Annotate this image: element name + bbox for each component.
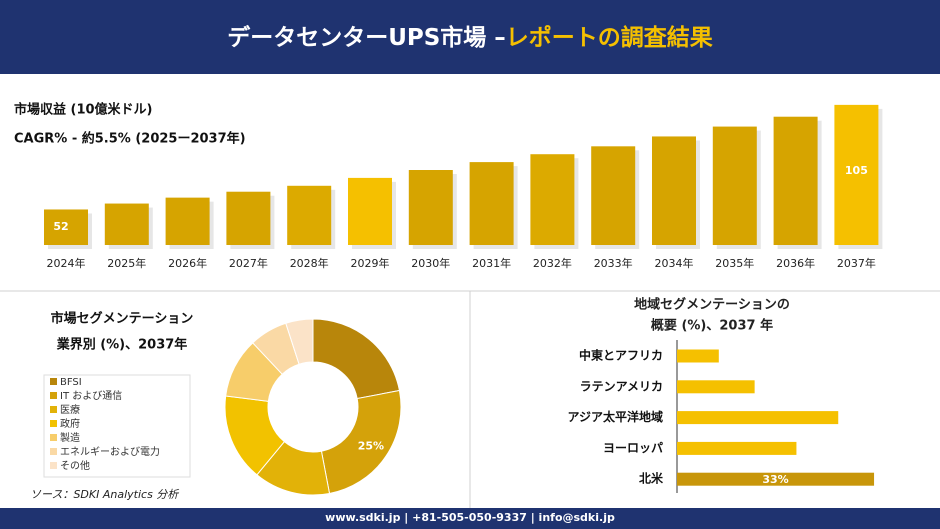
chart-title: 地域セグメンテーションの xyxy=(634,297,790,313)
bar xyxy=(677,441,797,455)
donut-slice xyxy=(285,318,314,365)
x-tick-label: 2035年 xyxy=(715,256,754,270)
data-label: 52 xyxy=(53,220,68,233)
bar xyxy=(165,197,210,245)
x-tick-label: 2031年 xyxy=(472,256,511,270)
y-tick-label: ヨーロッパ xyxy=(603,441,663,455)
legend-swatch xyxy=(50,420,57,427)
bar xyxy=(104,203,149,245)
data-label: 105 xyxy=(845,164,868,177)
chart-subtitle: 業界別 (%)、2037年 xyxy=(56,337,188,353)
legend-swatch xyxy=(50,392,57,399)
legend-box xyxy=(43,374,191,478)
y-tick-label: ラテンアメリカ xyxy=(580,379,663,393)
bar xyxy=(677,411,839,425)
footer-band xyxy=(0,508,940,529)
data-label: 25% xyxy=(358,439,384,452)
bar xyxy=(591,146,636,245)
legend-swatch xyxy=(50,448,57,455)
legend-label: 製造 xyxy=(60,431,80,444)
legend-label: 政府 xyxy=(60,417,80,430)
legend-label: エネルギーおよび電力 xyxy=(60,445,160,458)
bar xyxy=(408,170,453,245)
x-tick-label: 2037年 xyxy=(837,256,876,270)
legend-swatch xyxy=(50,378,57,385)
data-label: 33% xyxy=(762,473,788,486)
source-note: ソース：SDKI Analytics 分析 xyxy=(30,488,180,501)
x-tick-label: 2028年 xyxy=(290,256,329,270)
bar xyxy=(530,154,575,245)
bar xyxy=(677,349,719,363)
legend-label: IT および通信 xyxy=(60,390,122,402)
title-highlight: レポートの調査結果 xyxy=(506,24,713,51)
legend-label: その他 xyxy=(60,459,90,472)
legend-label: BFSI xyxy=(60,377,82,388)
x-tick-label: 2030年 xyxy=(411,256,450,270)
footer-contact: www.sdki.jp | +81-505-050-9337 | info@sd… xyxy=(325,511,615,524)
legend-swatch xyxy=(50,434,57,441)
x-tick-label: 2033年 xyxy=(594,256,633,270)
bar xyxy=(652,136,696,245)
x-tick-label: 2036年 xyxy=(776,256,815,270)
y-tick-label: アジア太平洋地域 xyxy=(567,409,663,424)
bar xyxy=(469,162,514,245)
chart-subtitle: CAGR% - 約5.5% (2025ー2037年) xyxy=(14,131,246,147)
legend-swatch xyxy=(50,462,57,469)
bar xyxy=(834,104,879,245)
x-tick-label: 2025年 xyxy=(107,256,146,270)
bar xyxy=(773,116,818,245)
donut-slice xyxy=(320,389,402,495)
bar xyxy=(287,185,332,245)
bar xyxy=(677,380,755,394)
chart-title: 市場セグメンテーション xyxy=(51,311,194,327)
x-tick-label: 2026年 xyxy=(168,256,207,270)
y-tick-label: 北米 xyxy=(639,471,664,486)
x-tick-label: 2024年 xyxy=(47,256,86,270)
x-tick-label: 2034年 xyxy=(655,256,694,270)
legend-swatch xyxy=(50,406,57,413)
title-main: データセンターUPS市場 – xyxy=(227,24,506,51)
bar xyxy=(226,191,271,245)
chart-title: 市場収益 (10億米ドル) xyxy=(14,102,153,118)
bar xyxy=(677,472,875,486)
bar xyxy=(44,209,88,245)
y-tick-label: 中東とアフリカ xyxy=(579,348,663,363)
header-title: データセンターUPS市場 –レポートの調査結果 xyxy=(227,24,713,51)
legend-label: 医療 xyxy=(60,403,80,416)
x-tick-label: 2032年 xyxy=(533,256,572,270)
bar xyxy=(712,126,757,245)
x-tick-label: 2027年 xyxy=(229,256,268,270)
header-band xyxy=(0,0,940,74)
chart-subtitle: 概要 (%)、2037 年 xyxy=(651,318,773,334)
x-tick-label: 2029年 xyxy=(351,256,390,270)
bar xyxy=(348,177,392,245)
